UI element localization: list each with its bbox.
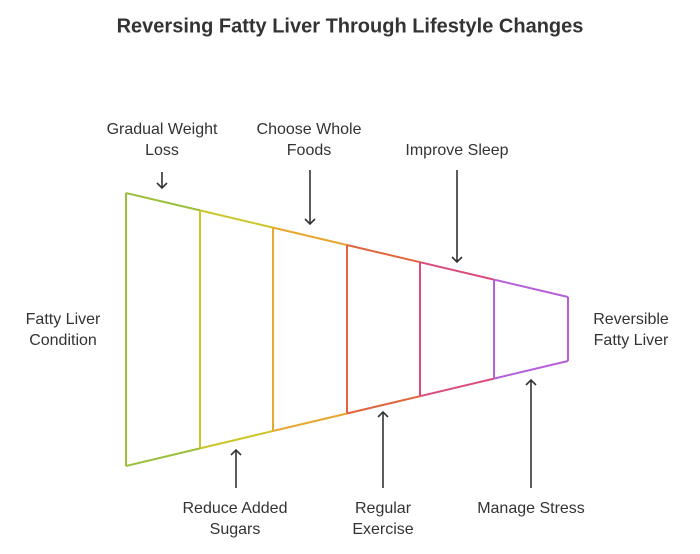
step-label: Manage Stress [477,500,585,517]
step-label: Reduce Added [183,500,288,517]
step-label: Exercise [352,521,413,538]
step-label: Loss [145,142,179,159]
start-label: Condition [29,332,97,349]
segment [272,226,348,432]
step-label: Gradual Weight [107,121,218,138]
segment [493,278,569,380]
arrows [156,170,537,488]
step-label: Foods [287,142,331,159]
segment [346,244,421,415]
step-label: Regular [355,500,412,517]
segment [419,261,495,398]
end-label: Reversible [593,311,669,328]
end-label: Fatty Liver [594,332,669,349]
step-label: Choose Whole [257,121,362,138]
title: Reversing Fatty Liver Through Lifestyle … [117,15,584,37]
funnel [125,192,569,467]
step-label: Improve Sleep [405,142,508,159]
segment [199,209,274,450]
segment [125,192,201,467]
step-label: Sugars [210,521,261,538]
start-label: Fatty Liver [26,311,101,328]
